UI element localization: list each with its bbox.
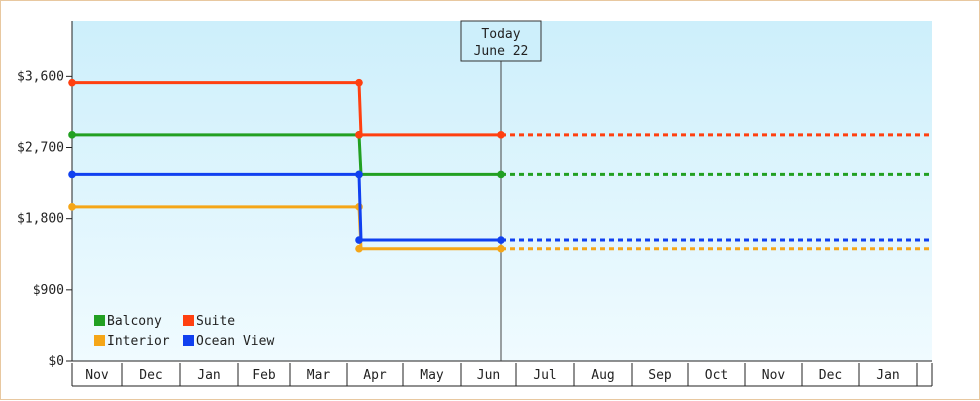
x-tick-label: Nov bbox=[762, 368, 786, 383]
x-tick-label: Mar bbox=[307, 368, 331, 383]
data-point-suite bbox=[355, 131, 363, 139]
data-point-interior bbox=[355, 244, 363, 253]
data-point-ocean-view bbox=[355, 236, 363, 244]
legend-swatch-interior bbox=[94, 335, 105, 346]
data-point-ocean-view bbox=[497, 236, 505, 244]
y-tick-label: $2,700 bbox=[17, 141, 64, 156]
series-lines bbox=[68, 78, 932, 253]
y-tick-label: $1,800 bbox=[17, 212, 64, 227]
data-point-interior bbox=[68, 203, 76, 211]
data-point-interior bbox=[497, 244, 505, 253]
x-tick-label: Aug bbox=[591, 368, 614, 383]
today-label-line1: Today bbox=[481, 27, 520, 42]
data-point-ocean-view bbox=[355, 170, 363, 179]
data-point-suite bbox=[355, 78, 363, 87]
x-tick-label: Apr bbox=[363, 368, 387, 383]
x-tick-label: Oct bbox=[705, 368, 728, 383]
x-tick-label: Sep bbox=[648, 368, 672, 383]
y-tick-label: $900 bbox=[33, 283, 64, 298]
legend-label-interior: Interior bbox=[107, 334, 170, 349]
legend-label-balcony: Balcony bbox=[107, 314, 162, 329]
legend-label-suite: Suite bbox=[196, 314, 235, 329]
axes: $0 $900 $1,800 $2,700 $3,600 Nov Dec Jan Feb Mar A… bbox=[17, 21, 933, 387]
plot-background bbox=[72, 21, 932, 361]
data-point-ocean-view bbox=[68, 170, 76, 179]
series-line-ocean-view bbox=[72, 172, 501, 242]
data-point-balcony bbox=[497, 170, 505, 179]
series-line-suite bbox=[72, 81, 501, 137]
data-point-suite bbox=[497, 131, 505, 139]
x-tick-label: Dec bbox=[819, 368, 842, 383]
x-tick-label: Dec bbox=[139, 368, 162, 383]
today-label-line2: June 22 bbox=[474, 44, 529, 59]
x-tick-label: Jan bbox=[876, 368, 899, 383]
y-tick-label: $0 bbox=[48, 354, 64, 369]
legend-label-ocean-view: Ocean View bbox=[196, 334, 274, 349]
legend-swatch-suite bbox=[183, 315, 194, 326]
series-line-balcony bbox=[72, 133, 501, 176]
data-point-suite bbox=[68, 78, 76, 87]
today-box bbox=[460, 20, 542, 62]
today-marker: Today June 22 bbox=[460, 20, 542, 361]
x-tick-label: Feb bbox=[252, 368, 276, 383]
legend-swatch-ocean-view bbox=[183, 335, 194, 346]
x-tick-label: Nov bbox=[85, 368, 109, 383]
data-point-balcony bbox=[68, 131, 76, 139]
x-tick-label: Jul bbox=[533, 368, 556, 383]
x-tick-label: Jun bbox=[477, 368, 500, 383]
legend-swatch-balcony bbox=[94, 315, 105, 326]
x-tick-label: May bbox=[420, 368, 444, 383]
y-tick-label: $3,600 bbox=[17, 69, 64, 84]
x-tick-label: Jan bbox=[197, 368, 220, 383]
legend: Balcony Suite Interior Ocean View bbox=[94, 314, 274, 349]
